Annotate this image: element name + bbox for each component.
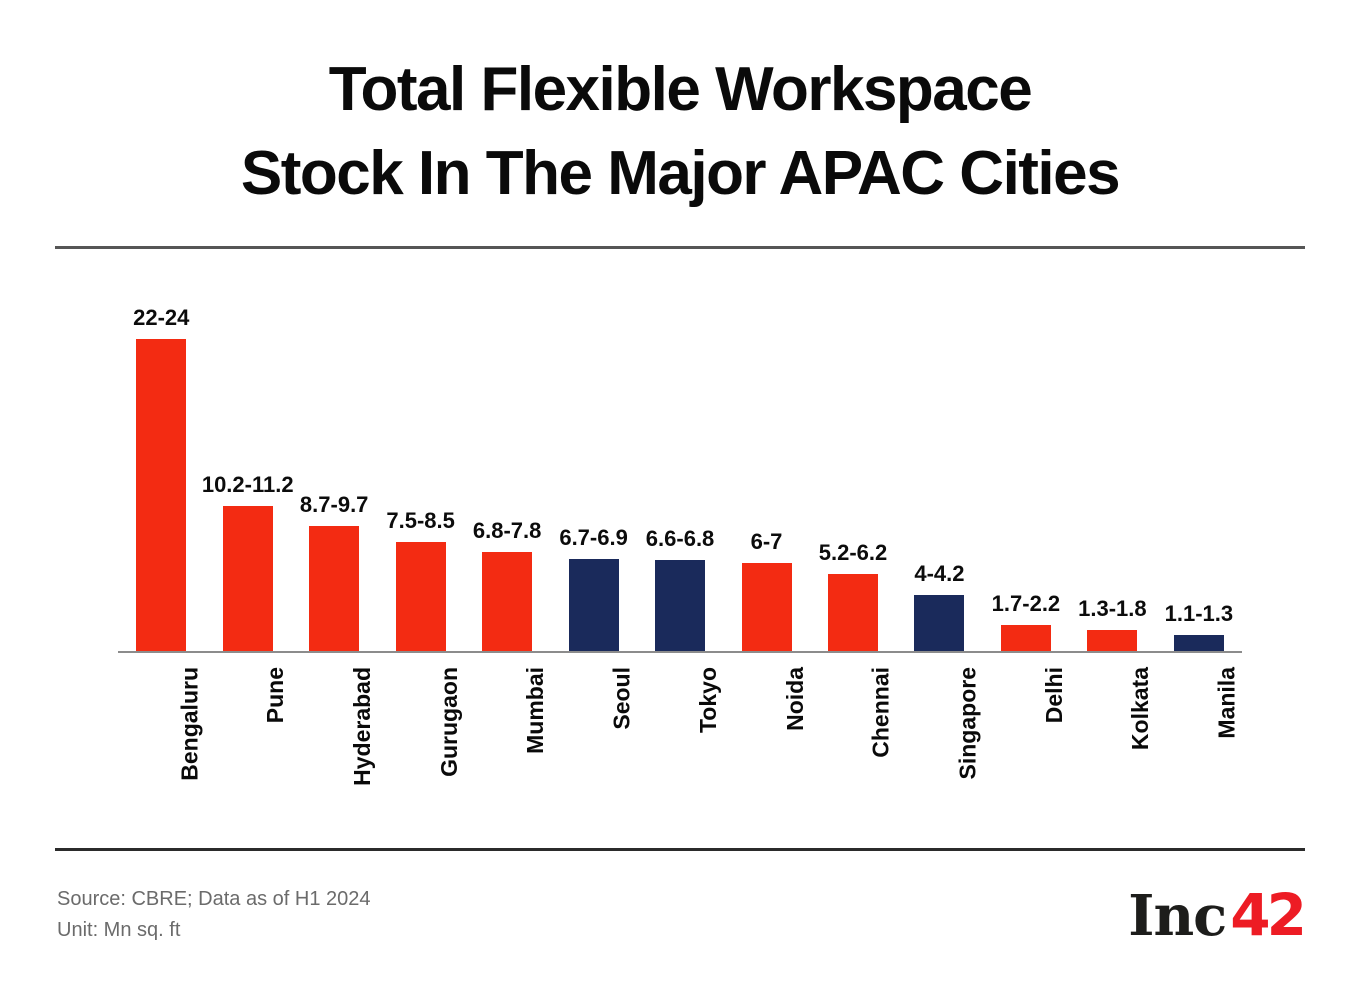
x-label-slot-noida: Noida (723, 653, 809, 848)
x-axis-labels: Bengaluru Pune Hyderabad Gurugaon Mumbai Seou… (118, 653, 1242, 848)
bar-singapore (914, 595, 965, 651)
unit-line: Unit: Mn sq. ft (57, 919, 181, 941)
x-label-slot-mumbai: Mumbai (464, 653, 550, 848)
value-label-hyderabad: 8.7-9.7 (299, 492, 369, 517)
x-label-noida: Noida (781, 667, 808, 731)
bar-mumbai (482, 552, 533, 651)
bar-slot-manila: 1.1-1.3 (1156, 295, 1242, 651)
value-label-gurugaon: 7.5-8.5 (386, 508, 455, 533)
x-label-tokyo: Tokyo (695, 667, 722, 734)
bar-slot-tokyo: 6.6-6.8 (637, 295, 723, 651)
footer: Source: CBRE; Data as of H1 2024 Unit: M… (57, 881, 1307, 949)
plot-area: 22-24 10.2-11.2 8.7-9.7 7.5-8.5 6.8-7.8 6.7-6… (118, 295, 1242, 653)
bar-noida (741, 563, 792, 651)
value-label-delhi: 1.7-2.2 (991, 591, 1061, 616)
x-label-slot-kolkata: Kolkata (1069, 653, 1155, 848)
chart-title-line-1: Total Flexible Workspace (328, 55, 1033, 124)
x-label-slot-bengaluru: Bengaluru (118, 653, 204, 848)
bar-chennai (827, 574, 878, 651)
x-label-slot-hyderabad: Hyderabad (291, 653, 377, 848)
value-label-bengaluru: 22-24 (133, 305, 190, 330)
bar-slot-bengaluru: 22-24 (118, 295, 204, 651)
bar-slot-chennai: 5.2-6.2 (810, 295, 896, 651)
bar-slot-kolkata: 1.3-1.8 (1069, 295, 1155, 651)
x-label-delhi: Delhi (1040, 667, 1067, 724)
bar-bengaluru (136, 339, 187, 651)
x-label-kolkata: Kolkata (1127, 667, 1154, 751)
x-label-hyderabad: Hyderabad (349, 667, 376, 786)
inc42-logo-inc-text: Inc (1128, 883, 1227, 949)
bar-slot-noida: 6-7 (723, 295, 809, 651)
bar-slot-singapore: 4-4.2 (896, 295, 982, 651)
x-label-slot-chennai: Chennai (810, 653, 896, 848)
bar-delhi (1000, 625, 1051, 651)
x-label-manila: Manila (1213, 667, 1240, 739)
x-label-slot-tokyo: Tokyo (637, 653, 723, 848)
bar-tokyo (655, 560, 706, 651)
bottom-divider (55, 848, 1305, 851)
x-label-gurugaon: Gurugaon (435, 667, 462, 777)
bar-slot-mumbai: 6.8-7.8 (464, 295, 550, 651)
bar-kolkata (1087, 630, 1138, 651)
source-line: Source: CBRE; Data as of H1 2024 (57, 888, 371, 910)
x-label-mumbai: Mumbai (522, 667, 549, 754)
bar-chart: 22-24 10.2-11.2 8.7-9.7 7.5-8.5 6.8-7.8 6.7-6… (118, 295, 1242, 848)
x-label-bengaluru: Bengaluru (176, 667, 203, 781)
value-label-kolkata: 1.3-1.8 (1078, 596, 1147, 621)
bar-slot-delhi: 1.7-2.2 (983, 295, 1069, 651)
x-label-slot-seoul: Seoul (550, 653, 636, 848)
value-label-singapore: 4-4.2 (914, 561, 965, 586)
bar-slot-pune: 10.2-11.2 (202, 295, 294, 651)
value-label-pune: 10.2-11.2 (201, 472, 294, 497)
source-note: Source: CBRE; Data as of H1 2024 Unit: M… (57, 884, 371, 946)
x-label-slot-gurugaon: Gurugaon (377, 653, 463, 848)
top-divider (55, 246, 1305, 249)
bar-slot-hyderabad: 8.7-9.7 (291, 295, 377, 651)
x-label-singapore: Singapore (954, 667, 981, 780)
value-label-manila: 1.1-1.3 (1164, 601, 1234, 626)
value-label-mumbai: 6.8-7.8 (472, 518, 542, 543)
bar-manila (1173, 635, 1224, 651)
inc42-logo: Inc 42 (1128, 881, 1307, 949)
bar-slot-gurugaon: 7.5-8.5 (377, 295, 463, 651)
bar-slot-seoul: 6.7-6.9 (550, 295, 636, 651)
bar-seoul (568, 559, 619, 651)
chart-title: Total Flexible Workspace Stock In The Ma… (0, 0, 1360, 216)
value-label-noida: 6-7 (750, 529, 783, 554)
x-label-slot-singapore: Singapore (896, 653, 982, 848)
x-label-slot-manila: Manila (1156, 653, 1242, 848)
x-label-slot-delhi: Delhi (983, 653, 1069, 848)
bar-pune (222, 506, 273, 651)
bar-gurugaon (395, 542, 446, 651)
x-label-chennai: Chennai (867, 667, 894, 758)
bar-hyderabad (309, 526, 360, 651)
value-label-tokyo: 6.6-6.8 (645, 526, 715, 551)
value-label-chennai: 5.2-6.2 (818, 540, 888, 565)
value-label-seoul: 6.7-6.9 (559, 525, 628, 550)
x-label-pune: Pune (262, 667, 289, 724)
inc42-logo-42-text: 42 (1230, 881, 1307, 949)
x-label-slot-pune: Pune (204, 653, 290, 848)
chart-title-line-2: Stock In The Major APAC Cities (240, 139, 1121, 208)
x-label-seoul: Seoul (608, 667, 635, 730)
